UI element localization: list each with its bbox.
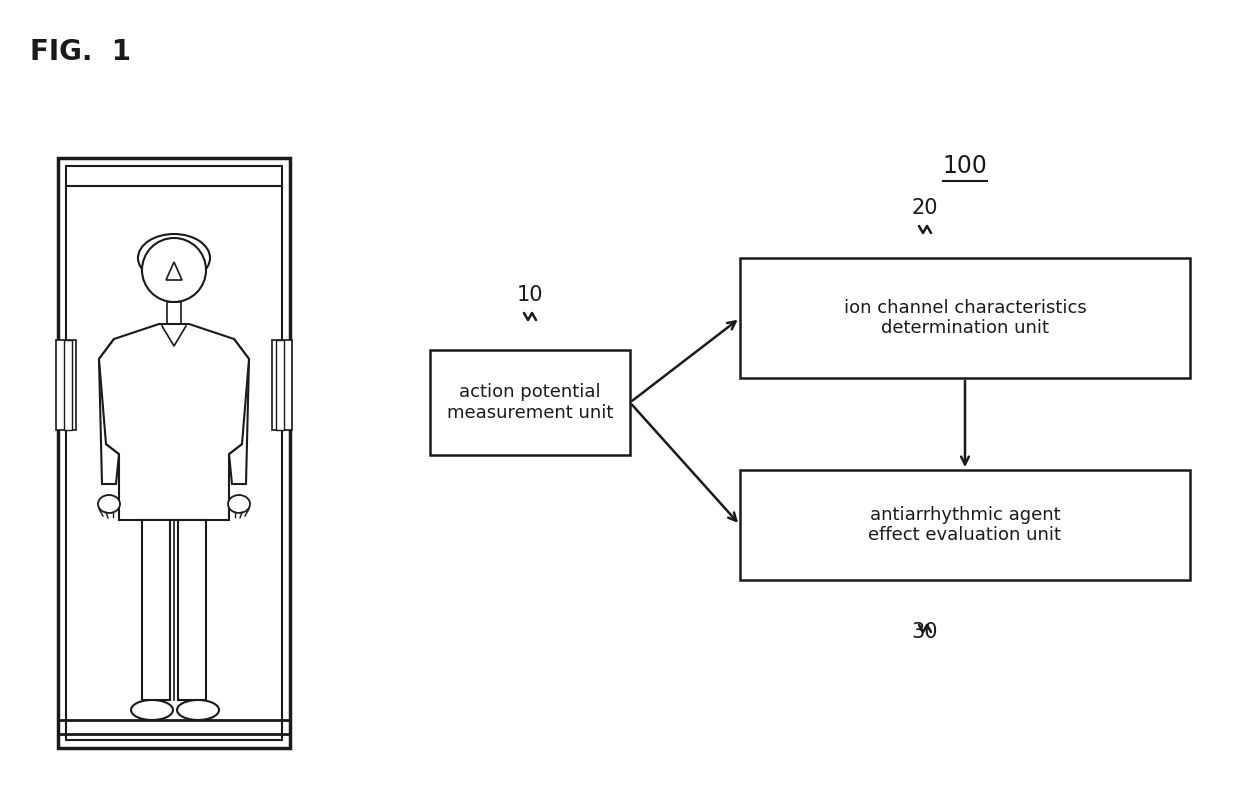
Bar [58, 158, 290, 748]
Text: FIG.  1: FIG. 1 [30, 38, 131, 66]
Text: 10: 10 [517, 285, 543, 305]
Text: 30: 30 [911, 622, 939, 642]
Bar [277, 340, 284, 430]
Text: 100: 100 [942, 154, 987, 178]
Bar [64, 340, 72, 430]
Ellipse shape [228, 495, 250, 513]
Bar [740, 470, 1190, 580]
Bar [143, 520, 170, 700]
Text: action potential
measurement unit: action potential measurement unit [446, 383, 614, 422]
Ellipse shape [138, 234, 210, 282]
Bar [66, 166, 281, 740]
Text: 20: 20 [911, 198, 939, 218]
Bar [430, 350, 630, 455]
Polygon shape [229, 339, 249, 484]
Text: ion channel characteristics
determination unit: ion channel characteristics determinatio… [843, 299, 1086, 337]
Bar [179, 520, 206, 700]
Circle shape [143, 238, 206, 302]
Bar [167, 302, 181, 324]
Ellipse shape [131, 700, 174, 720]
Polygon shape [99, 324, 249, 520]
Ellipse shape [98, 495, 120, 513]
Polygon shape [99, 339, 119, 484]
Bar [56, 340, 76, 430]
Text: antiarrhythmic agent
effect evaluation unit: antiarrhythmic agent effect evaluation u… [868, 506, 1061, 545]
Bar [740, 258, 1190, 378]
Ellipse shape [177, 700, 219, 720]
Bar [272, 340, 291, 430]
